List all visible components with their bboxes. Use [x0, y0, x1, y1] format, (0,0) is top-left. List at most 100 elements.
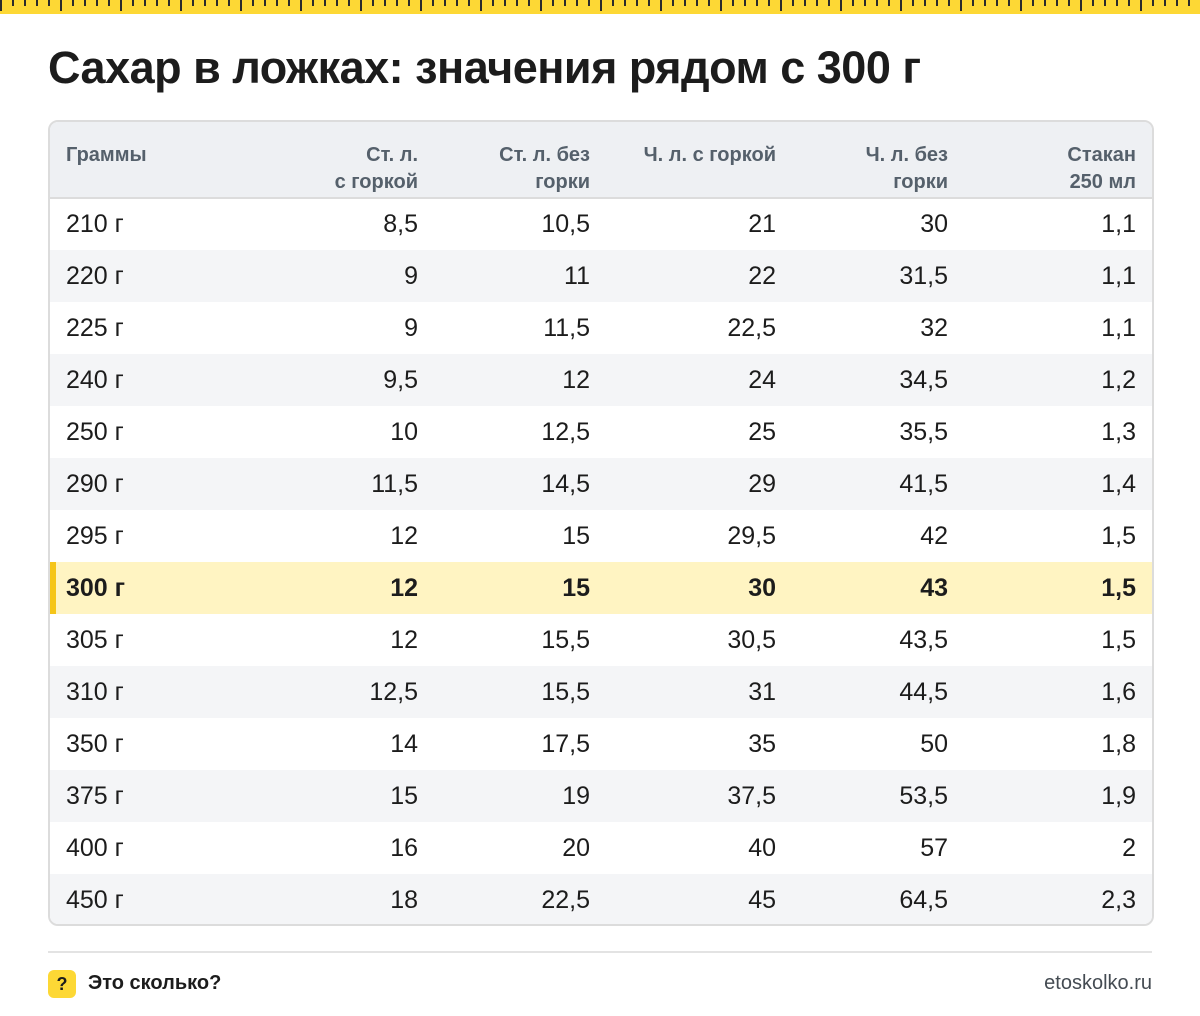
header-line-1: Ст. л. без	[499, 144, 590, 166]
value-cell: 25	[748, 417, 776, 446]
value-cell: 18	[390, 885, 418, 914]
value-cell: 11,5	[543, 313, 590, 342]
conversion-table-card: Граммы Ст. л. с горкой Ст. л. без горки Ч. л.…	[48, 120, 1154, 926]
value-cell: 22,5	[541, 885, 590, 914]
value-cell: 31	[748, 677, 776, 706]
value-cell: 1,1	[1101, 210, 1136, 238]
grams-cell: 220 г	[66, 261, 124, 290]
grams-cell: 300 г	[50, 562, 250, 614]
header-tsp-level: Ч. л. без горки	[776, 122, 948, 198]
header-line-1: Ст. л.	[366, 144, 418, 166]
grams-cell: 450 г	[66, 885, 124, 914]
grams-cell: 225 г	[66, 313, 124, 342]
value-cell: 50	[920, 729, 948, 758]
value-cell: 43	[920, 573, 948, 602]
value-cell: 44,5	[899, 677, 948, 706]
value-cell: 1,4	[1101, 469, 1136, 498]
header-line-1: Ч. л. без	[865, 144, 948, 166]
table-header-row: Граммы Ст. л. с горкой Ст. л. без горки Ч. л.…	[50, 122, 1152, 198]
value-cell: 35,5	[899, 417, 948, 446]
value-cell: 1,3	[1101, 417, 1136, 446]
brand-question-icon: ?	[48, 970, 76, 998]
grams-cell: 375 г	[66, 781, 124, 810]
table-row: 290 г 11,5 14,5 29 41,5 1,4	[50, 458, 1152, 510]
header-glass-250ml: Стакан 250 мл	[948, 122, 1152, 198]
header-line-2: с горкой	[334, 171, 418, 193]
value-cell: 14,5	[541, 469, 590, 498]
value-cell: 1,1	[1101, 313, 1136, 342]
header-line-2: горки	[535, 171, 590, 193]
table-row: 295 г 12 15 29,5 42 1,5	[50, 510, 1152, 562]
value-cell: 11,5	[371, 469, 418, 498]
value-cell: 29	[748, 469, 776, 498]
value-cell: 22,5	[727, 313, 776, 342]
value-cell: 53,5	[899, 781, 948, 810]
grams-cell: 290 г	[66, 469, 124, 498]
value-cell: 9	[404, 261, 418, 290]
grams-cell: 240 г	[66, 365, 124, 394]
value-cell: 1,8	[1101, 729, 1136, 758]
site-url[interactable]: etoskolko.ru	[1044, 972, 1152, 994]
value-cell: 8,5	[383, 210, 418, 238]
value-cell: 24	[748, 365, 776, 394]
value-cell: 1,1	[1101, 261, 1136, 290]
value-cell: 42	[920, 521, 948, 550]
header-tsp-heaped: Ч. л. с горкой	[590, 122, 776, 198]
grams-cell: 295 г	[66, 521, 124, 550]
value-cell: 1,6	[1101, 677, 1136, 706]
table-row: 450 г 18 22,5 45 64,5 2,3	[50, 874, 1152, 924]
header-tbsp-heaped: Ст. л. с горкой	[250, 122, 418, 198]
table-row-highlighted: 300 г 12 15 30 43 1,5	[50, 562, 1152, 614]
grams-cell: 250 г	[66, 417, 124, 446]
value-cell: 20	[562, 833, 590, 862]
value-cell: 45	[748, 885, 776, 914]
value-cell: 34,5	[899, 365, 948, 394]
value-cell: 21	[748, 210, 776, 238]
table-body: 210 г 8,5 10,5 21 30 1,1 220 г 9 11 22 31,5 1,1 225 …	[50, 198, 1152, 924]
table-row: 310 г 12,5 15,5 31 44,5 1,6	[50, 666, 1152, 718]
value-cell: 12	[390, 625, 418, 654]
value-cell: 11	[564, 261, 590, 290]
value-cell: 37,5	[727, 781, 776, 810]
value-cell: 1,5	[1101, 625, 1136, 654]
header-line-1: Стакан	[1067, 144, 1136, 166]
grams-cell: 350 г	[66, 729, 124, 758]
ruler-decoration	[0, 0, 1200, 14]
value-cell: 1,9	[1101, 781, 1136, 810]
table-row: 375 г 15 19 37,5 53,5 1,9	[50, 770, 1152, 822]
value-cell: 30	[920, 210, 948, 238]
value-cell: 1,5	[1101, 573, 1136, 602]
table-row: 220 г 9 11 22 31,5 1,1	[50, 250, 1152, 302]
value-cell: 10,5	[541, 210, 590, 238]
grams-cell: 400 г	[66, 833, 124, 862]
value-cell: 12,5	[369, 677, 418, 706]
value-cell: 17,5	[541, 729, 590, 758]
value-cell: 22	[748, 261, 776, 290]
header-line-1: Граммы	[66, 144, 147, 166]
grams-cell: 310 г	[66, 677, 124, 706]
value-cell: 29,5	[727, 521, 776, 550]
value-cell: 40	[748, 833, 776, 862]
header-tbsp-level: Ст. л. без горки	[418, 122, 590, 198]
header-grams: Граммы	[50, 122, 250, 198]
value-cell: 15	[390, 781, 418, 810]
value-cell: 16	[390, 833, 418, 862]
value-cell: 35	[748, 729, 776, 758]
table-row: 210 г 8,5 10,5 21 30 1,1	[50, 198, 1152, 250]
conversion-table: Граммы Ст. л. с горкой Ст. л. без горки Ч. л.…	[50, 122, 1152, 924]
value-cell: 9	[404, 313, 418, 342]
value-cell: 30	[748, 573, 776, 602]
value-cell: 43,5	[899, 625, 948, 654]
value-cell: 15	[562, 573, 590, 602]
table-row: 225 г 9 11,5 22,5 32 1,1	[50, 302, 1152, 354]
value-cell: 2	[1122, 833, 1136, 862]
value-cell: 14	[390, 729, 418, 758]
value-cell: 10	[390, 417, 418, 446]
grams-cell: 305 г	[66, 625, 124, 654]
value-cell: 64,5	[899, 885, 948, 914]
value-cell: 2,3	[1101, 885, 1136, 914]
value-cell: 1,5	[1101, 521, 1136, 550]
value-cell: 1,2	[1101, 365, 1136, 394]
value-cell: 12	[390, 521, 418, 550]
footer-divider	[48, 951, 1152, 953]
